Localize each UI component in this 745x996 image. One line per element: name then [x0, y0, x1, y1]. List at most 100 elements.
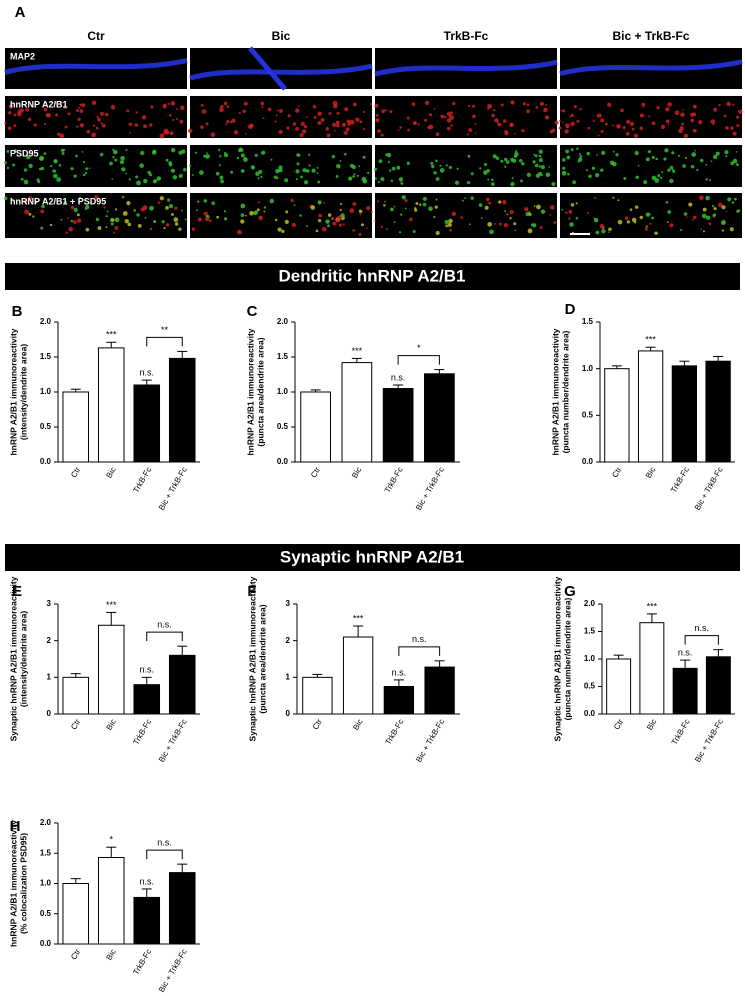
puncta	[39, 156, 44, 161]
significance-label: n.s.	[139, 665, 154, 675]
puncta	[345, 127, 350, 132]
puncta	[495, 156, 500, 160]
puncta	[732, 131, 737, 136]
bracket-label: n.s.	[157, 620, 172, 630]
puncta	[612, 196, 615, 199]
puncta	[533, 205, 536, 207]
puncta	[600, 168, 604, 172]
puncta	[370, 210, 373, 213]
puncta	[122, 211, 128, 216]
puncta	[431, 164, 435, 169]
puncta	[488, 201, 492, 205]
puncta	[73, 207, 78, 213]
puncta	[28, 212, 32, 216]
puncta	[466, 133, 469, 136]
puncta	[149, 123, 153, 127]
bar	[342, 636, 374, 715]
puncta	[199, 170, 204, 176]
puncta	[498, 200, 502, 204]
puncta	[700, 228, 703, 231]
puncta	[261, 105, 264, 109]
puncta	[13, 149, 17, 153]
puncta	[61, 152, 65, 155]
puncta	[152, 179, 158, 184]
puncta	[528, 211, 531, 213]
bar	[62, 676, 90, 715]
puncta	[377, 200, 380, 203]
puncta	[626, 220, 631, 224]
puncta	[97, 226, 102, 230]
puncta	[526, 172, 531, 177]
puncta	[726, 101, 731, 107]
puncta	[274, 120, 277, 123]
puncta	[294, 108, 300, 113]
puncta	[512, 158, 517, 163]
puncta	[617, 219, 623, 225]
puncta	[625, 132, 630, 136]
puncta	[570, 203, 575, 207]
puncta	[549, 213, 552, 216]
puncta	[325, 127, 329, 131]
puncta	[570, 113, 574, 117]
puncta	[335, 218, 340, 223]
puncta	[273, 175, 278, 180]
bracket-label: n.s.	[694, 623, 709, 633]
puncta	[384, 109, 387, 112]
row-label: MAP2	[10, 51, 35, 61]
puncta	[601, 229, 606, 234]
puncta	[608, 227, 612, 232]
puncta	[219, 107, 224, 113]
y-tick-label: 1.5	[277, 352, 289, 361]
puncta	[634, 151, 639, 156]
puncta	[538, 158, 543, 163]
bar	[705, 360, 731, 463]
puncta	[267, 107, 272, 112]
puncta	[730, 161, 734, 166]
y-tick-label: 0.5	[40, 909, 52, 918]
puncta	[648, 115, 651, 118]
puncta	[223, 217, 228, 221]
puncta	[699, 195, 704, 201]
puncta	[569, 222, 574, 227]
puncta	[312, 105, 317, 109]
puncta	[713, 207, 717, 211]
puncta	[576, 119, 580, 123]
puncta	[415, 202, 419, 205]
puncta	[732, 158, 738, 164]
puncta	[588, 174, 592, 179]
puncta	[174, 222, 179, 226]
puncta	[358, 209, 363, 214]
puncta	[219, 175, 224, 180]
puncta	[712, 213, 717, 217]
puncta	[391, 166, 396, 171]
puncta	[110, 222, 114, 226]
puncta	[94, 195, 99, 200]
puncta	[295, 178, 298, 181]
puncta	[470, 196, 474, 200]
puncta	[696, 168, 699, 172]
puncta	[352, 175, 355, 178]
puncta	[399, 126, 402, 129]
puncta	[223, 151, 227, 154]
puncta	[649, 222, 652, 226]
puncta	[566, 155, 571, 160]
y-tick-label: 1.5	[40, 352, 52, 361]
puncta	[521, 128, 525, 133]
puncta	[664, 148, 669, 153]
puncta	[240, 169, 245, 173]
panel-letter: E	[12, 583, 22, 600]
puncta	[306, 116, 308, 118]
puncta	[433, 171, 437, 175]
puncta	[279, 109, 283, 113]
puncta	[23, 104, 26, 107]
puncta	[135, 175, 139, 179]
puncta	[433, 107, 436, 110]
y-tick-label: 1.0	[277, 387, 289, 396]
puncta	[307, 153, 311, 156]
puncta	[538, 165, 541, 168]
puncta	[377, 129, 381, 133]
puncta	[461, 199, 464, 202]
puncta	[179, 119, 184, 124]
panel-letter: G	[564, 583, 576, 600]
